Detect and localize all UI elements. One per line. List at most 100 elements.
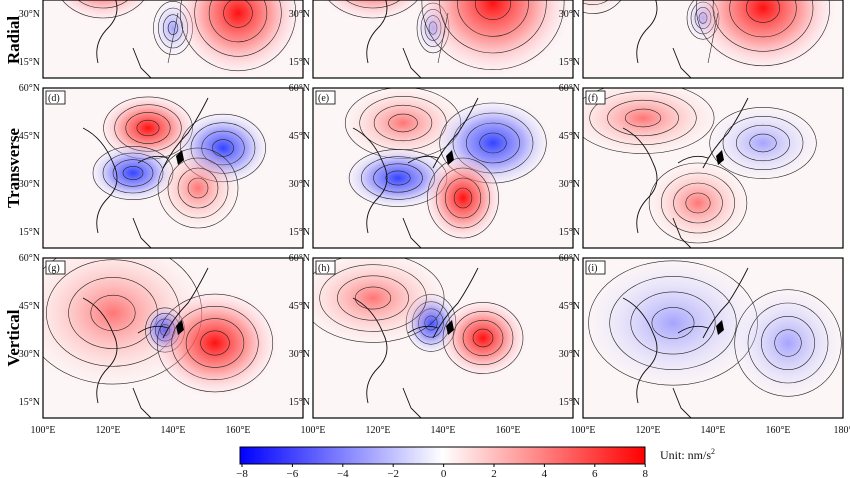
contour-line — [122, 166, 144, 180]
colorbar-tick-label: 2 — [491, 468, 497, 478]
colorbar-tick-label: 0 — [441, 468, 447, 478]
contour-line — [156, 293, 274, 393]
lat-tick-label: 15°N — [19, 227, 40, 238]
contour-line — [354, 286, 392, 310]
map-panel-d: (d) 15°N 30°N 45°N 60°N — [19, 83, 304, 249]
panel-frame — [582, 0, 844, 79]
coastline — [82, 97, 209, 248]
panel-frame — [582, 257, 844, 419]
earthquake-focal-icon — [176, 150, 184, 165]
svg-text:(e): (e) — [318, 93, 329, 104]
contour-line — [194, 0, 282, 57]
contour-line — [712, 0, 814, 52]
coastline — [352, 267, 479, 418]
coastline — [352, 97, 479, 248]
map-panel-h: (h) 15°N 30°N 45°N 60°N — [289, 253, 574, 419]
lon-tick-label: 120°E — [635, 425, 660, 436]
colorbar-tick-label: 8 — [642, 468, 648, 478]
anomaly-blob — [55, 0, 151, 23]
colorbar — [239, 446, 646, 465]
contour-line — [747, 302, 829, 384]
contour-line — [61, 0, 145, 19]
map-panel-a: 15°N 30°N — [19, 0, 304, 79]
contour-line — [442, 302, 524, 374]
lat-tick-label: 30°N — [559, 179, 580, 190]
contour-line — [648, 162, 748, 244]
lon-tick-label: 120°E — [95, 425, 120, 436]
map-panel-c: 15°N 30°N — [559, 0, 844, 79]
panel-label: (e) — [315, 90, 336, 105]
contour-line — [136, 119, 160, 137]
contour-line — [774, 329, 802, 357]
lon-tick-label: 160°E — [225, 425, 250, 436]
earthquake-focal-icon — [446, 320, 454, 335]
lat-tick-label: 60°N — [559, 83, 580, 94]
anomaly-blob — [423, 153, 503, 243]
contour-line — [746, 0, 780, 23]
lat-tick-label: 15°N — [559, 57, 580, 68]
panel-frame — [312, 0, 574, 79]
row-label-transverse: Transverse — [4, 128, 23, 208]
contour-line — [319, 264, 427, 332]
svg-text:(i): (i) — [588, 263, 597, 274]
panel-frame — [42, 0, 304, 79]
contour-line — [651, 307, 695, 339]
lon-tick-label: 100°E — [30, 425, 55, 436]
contour-line — [112, 159, 154, 187]
contour-line — [373, 163, 423, 193]
lat-tick-label: 15°N — [559, 227, 580, 238]
contour-line — [90, 294, 136, 332]
contour-line — [208, 0, 268, 43]
map-panel-e: (e) 15°N 30°N 45°N 60°N — [289, 83, 574, 249]
contour-line — [200, 330, 230, 356]
contour-line — [457, 0, 529, 37]
lat-tick-label: 45°N — [19, 131, 40, 142]
lat-tick-label: 15°N — [19, 57, 40, 68]
panel-frame — [312, 257, 574, 419]
lat-tick-label: 45°N — [19, 301, 40, 312]
lat-tick-label: 60°N — [19, 83, 40, 94]
contour-line — [452, 311, 514, 365]
lon-tick-label: 140°E — [430, 425, 455, 436]
svg-text:(f): (f) — [588, 93, 598, 104]
anomaly-blob — [583, 88, 723, 158]
lat-tick-label: 45°N — [559, 301, 580, 312]
lon-tick-label: 160°E — [765, 425, 790, 436]
svg-text:(d): (d) — [48, 93, 60, 104]
anomaly-blob — [438, 298, 528, 378]
earthquake-focal-icon — [716, 320, 724, 335]
contour-line — [453, 187, 473, 209]
contour-line — [736, 124, 790, 162]
earthquake-focal-icon — [176, 320, 184, 335]
contour-line — [436, 167, 490, 229]
contour-line — [661, 172, 735, 234]
anomaly-blob — [688, 0, 838, 73]
earthquake-focal-icon — [716, 150, 724, 165]
lat-tick-label: 45°N — [289, 301, 310, 312]
panel-frame — [42, 87, 304, 249]
lat-tick-label: 60°N — [559, 253, 580, 264]
panel-label: (g) — [45, 260, 66, 275]
lat-tick-label: 60°N — [19, 253, 40, 264]
contour-line — [472, 328, 494, 348]
panel-label: (f) — [585, 90, 606, 105]
panel-frame — [312, 87, 574, 249]
contour-line — [77, 0, 129, 9]
contour-line — [157, 147, 239, 229]
coastline — [622, 267, 749, 418]
lon-tick-label: 100°E — [300, 425, 325, 436]
contour-line — [223, 0, 253, 28]
lat-tick-label: 15°N — [289, 57, 310, 68]
anomaly-blob — [320, 0, 426, 23]
contour-line — [385, 170, 411, 186]
colorbar-tick-label: −8 — [236, 468, 248, 478]
contour-line — [185, 318, 245, 368]
lat-tick-label: 15°N — [289, 397, 310, 408]
contour-line — [388, 113, 418, 133]
contour-line — [696, 0, 830, 67]
contour-line — [479, 132, 507, 154]
contour-line — [444, 177, 482, 219]
row-label-vertical: Vertical — [4, 309, 23, 366]
anomaly-blob — [728, 283, 843, 403]
